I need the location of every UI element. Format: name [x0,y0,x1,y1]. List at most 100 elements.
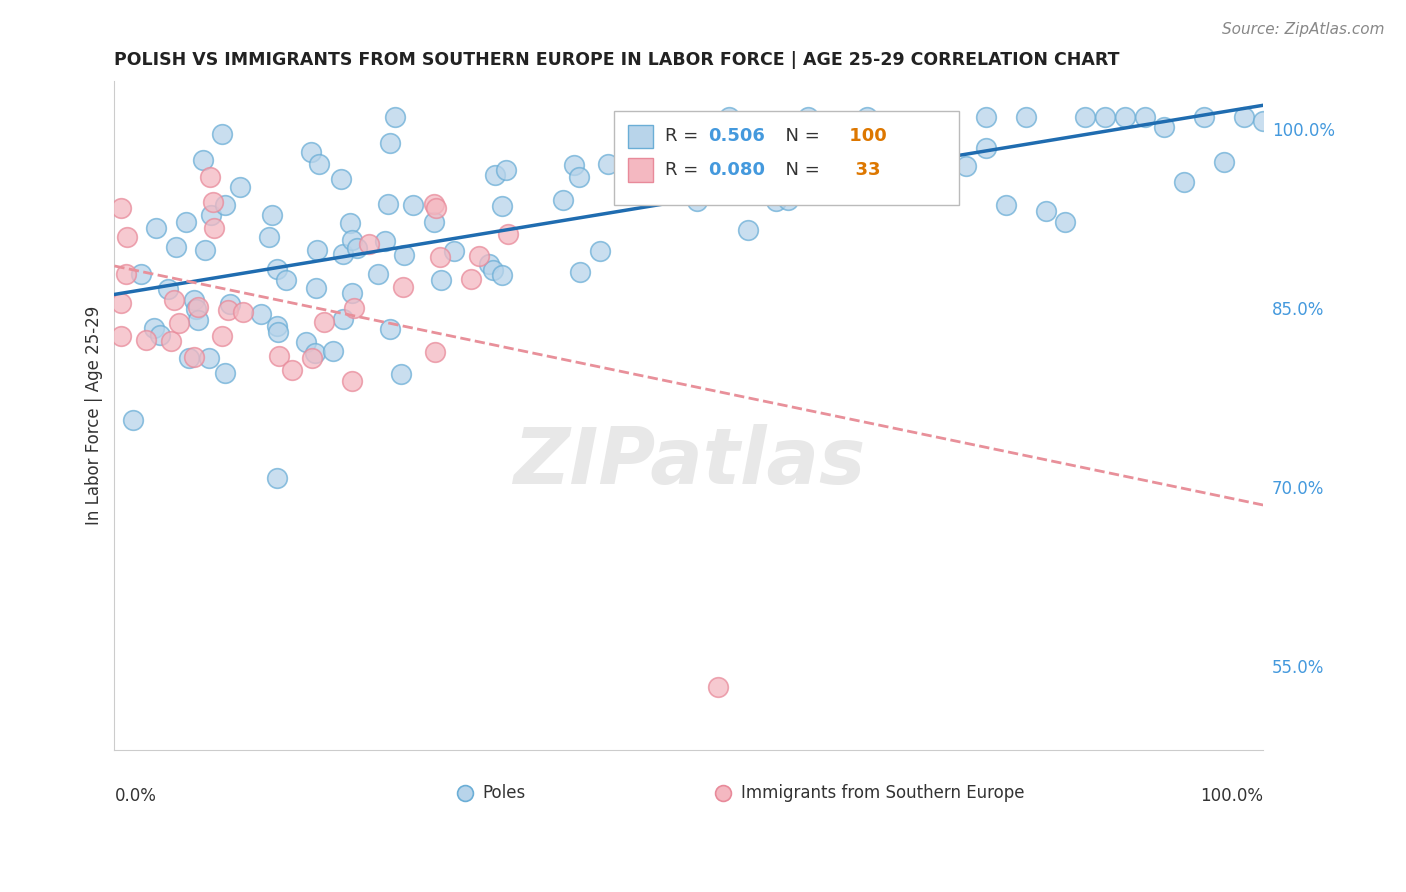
Point [568,265,591,279]
Point [157,282,180,296]
Point [429,250,451,264]
Point [737,223,759,237]
Text: N =: N = [773,128,825,145]
Point [187,313,209,327]
Point [765,194,787,208]
Point [837,115,859,129]
Point [717,110,740,124]
Point [443,244,465,258]
Point [266,471,288,485]
Text: 33: 33 [842,161,880,178]
Point [1233,110,1256,124]
Text: 100.0%: 100.0% [1201,787,1264,805]
Point [491,199,513,213]
Text: R =: R = [665,128,704,145]
Text: 0.506: 0.506 [709,128,765,145]
Point [274,273,297,287]
Y-axis label: In Labor Force | Age 25-29: In Labor Force | Age 25-29 [86,306,103,525]
Point [481,263,503,277]
Point [339,216,361,230]
Point [176,215,198,229]
Point [422,197,444,211]
Point [211,127,233,141]
Point [1035,204,1057,219]
Point [567,169,589,184]
Point [143,320,166,334]
Point [377,197,399,211]
FancyBboxPatch shape [614,112,959,205]
Point [467,248,489,262]
Point [976,110,998,124]
Point [131,267,153,281]
Point [384,110,406,124]
Point [121,413,143,427]
Point [177,351,200,365]
Point [423,215,446,229]
Point [955,159,977,173]
FancyBboxPatch shape [628,158,654,182]
Point [232,305,254,319]
Point [706,680,728,694]
Point [496,227,519,241]
Point [346,241,368,255]
Point [304,346,326,360]
Point [301,351,323,365]
Point [430,273,453,287]
Point [1253,113,1275,128]
Point [163,293,186,308]
Point [135,333,157,347]
Point [110,201,132,215]
Text: 0.0%: 0.0% [114,787,156,805]
Point [1212,154,1234,169]
Point [266,261,288,276]
Point [1074,110,1097,124]
Point [201,194,224,209]
Point [1114,110,1136,124]
Point [198,351,221,366]
Point [915,177,938,191]
Point [340,233,363,247]
Point [1094,110,1116,124]
Point [115,229,138,244]
Point [935,132,957,146]
Point [305,243,328,257]
Text: ZIPatlas: ZIPatlas [513,425,865,500]
Point [367,268,389,282]
Point [214,366,236,380]
Point [374,234,396,248]
Point [167,316,190,330]
Point [314,315,336,329]
Point [110,295,132,310]
Point [308,157,330,171]
Point [797,110,820,124]
Point [686,194,709,208]
Text: 100: 100 [842,128,887,145]
Point [194,243,217,257]
Point [817,118,839,132]
Text: 0.080: 0.080 [709,161,765,178]
Point [484,168,506,182]
Point [187,300,209,314]
Text: Poles: Poles [482,784,526,802]
Text: Source: ZipAtlas.com: Source: ZipAtlas.com [1222,22,1385,37]
Point [1153,120,1175,135]
Point [896,115,918,129]
Point [250,307,273,321]
Point [1192,110,1215,124]
Point [391,280,413,294]
Point [551,193,574,207]
Point [193,153,215,168]
Point [598,157,620,171]
Point [257,230,280,244]
Point [389,367,412,381]
Point [425,201,447,215]
Point [165,240,187,254]
Point [342,374,364,388]
Point [149,328,172,343]
Point [267,350,290,364]
Point [160,334,183,349]
Point [343,301,366,315]
Point [214,198,236,212]
Point [218,297,240,311]
Point [295,335,318,350]
